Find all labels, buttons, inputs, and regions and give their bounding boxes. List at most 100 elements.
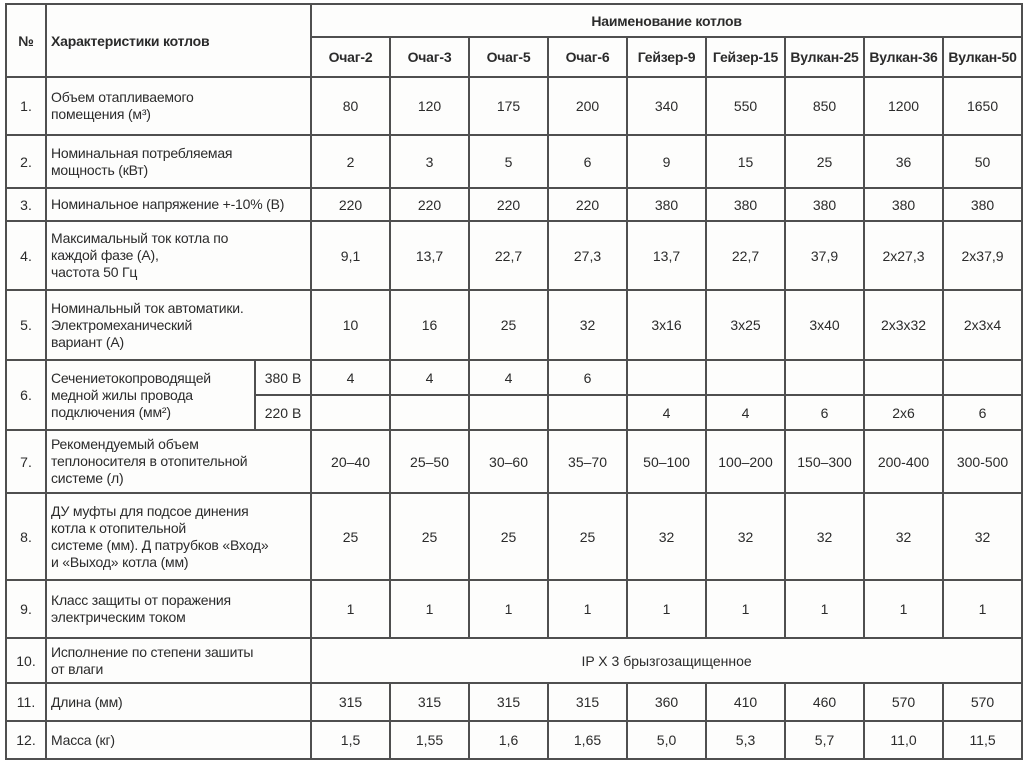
boiler-spec-table: № Характеристики котлов Наименование кот… — [5, 3, 1024, 760]
value-cell: 32 — [547, 289, 629, 361]
value-cell: 220 — [547, 187, 629, 222]
value-cell: 15 — [705, 134, 787, 189]
value-cell: 300-500 — [942, 429, 1024, 494]
value-cell: 460 — [784, 682, 866, 722]
header-row-group: № Характеристики котлов Наименование кот… — [5, 3, 1024, 78]
value-cell: 175 — [468, 76, 550, 136]
value-cell: 4 — [389, 359, 471, 396]
value-cell: 380 — [626, 187, 708, 222]
merged-value-cell: IP X 3 брызгозащищенное — [310, 637, 1024, 684]
value-cell: 570 — [863, 682, 945, 722]
table-row: 6. Сечениетокопроводящей медной жилы пров… — [5, 359, 1024, 431]
value-cell: 4 — [468, 359, 550, 396]
value-cell: 5,0 — [626, 720, 708, 760]
row-label: Длина (мм) — [44, 682, 313, 722]
table-row: 12. Масса (кг) 1,5 1,55 1,6 1,65 5,0 5,3 5,7 11,0… — [5, 720, 1024, 760]
value-cell: 380 — [863, 187, 945, 222]
value-cell: 9 — [626, 134, 708, 189]
value-cell: 2x3x4 — [942, 289, 1024, 361]
row-label: Номинальное напряжение +-10% (В) — [44, 187, 313, 222]
value-cell: 1,6 — [468, 720, 550, 760]
value-cell: 80 — [310, 76, 392, 136]
column-header-boiler-names-group: Наименование котлов — [310, 3, 1024, 38]
value-cell: 22,7 — [468, 220, 550, 291]
value-cell: 50–100 — [626, 429, 708, 494]
value-cell: 25 — [468, 289, 550, 361]
row-number: 10. — [5, 637, 47, 684]
row-number: 12. — [5, 720, 47, 760]
value-cell: 25 — [389, 492, 471, 581]
value-cell: 1 — [468, 579, 550, 639]
value-cell: 1,55 — [389, 720, 471, 760]
row-label: ДУ муфты для подсое динения котла к отоп… — [44, 492, 313, 581]
table-row: 11. Длина (мм) 315 315 315 315 360 410 460 570 570 — [5, 682, 1024, 722]
boiler-column-header: Вулкан-36 — [863, 36, 945, 78]
value-cell — [705, 359, 787, 396]
value-cell: 220 — [468, 187, 550, 222]
value-cell: 100–200 — [705, 429, 787, 494]
value-cell — [547, 394, 629, 431]
value-cell: 1 — [942, 579, 1024, 639]
value-cell: 6 — [942, 394, 1024, 431]
value-cell: 16 — [389, 289, 471, 361]
value-cell: 50 — [942, 134, 1024, 189]
row-number: 1. — [5, 76, 47, 136]
value-cell: 380 — [705, 187, 787, 222]
value-cell: 360 — [626, 682, 708, 722]
value-cell: 1200 — [863, 76, 945, 136]
value-cell — [942, 359, 1024, 396]
table-subrow: 220 В 4 4 6 2x6 6 — [6, 394, 1024, 431]
value-cell: 1 — [389, 579, 471, 639]
value-cell: 32 — [626, 492, 708, 581]
boiler-column-header: Вулкан-25 — [784, 36, 866, 78]
value-cell: 550 — [705, 76, 787, 136]
value-cell: 410 — [705, 682, 787, 722]
value-cell: 4 — [626, 394, 708, 431]
row-number: 3. — [5, 187, 47, 222]
value-cell: 25 — [547, 492, 629, 581]
value-cell: 150–300 — [784, 429, 866, 494]
boiler-column-header: Очаг-2 — [310, 36, 392, 78]
value-cell: 1,65 — [547, 720, 629, 760]
row-label: Объем отапливаемого помещения (м³) — [44, 76, 313, 136]
row-label: Сечениетокопроводящей медной жилы провод… — [45, 359, 256, 431]
row-number: 6. — [5, 359, 47, 431]
value-cell: 1 — [310, 579, 392, 639]
row-label: Максимальный ток котла по каждой фазе (А… — [44, 220, 313, 291]
value-cell: 1 — [547, 579, 629, 639]
value-cell: 2x6 — [863, 394, 945, 431]
row-label: Исполнение по степени зашиты от влаги — [44, 637, 313, 684]
value-cell: 4 — [310, 359, 392, 396]
table-row: 5. Номинальный ток автоматики. Электромех… — [5, 289, 1024, 361]
value-cell: 6 — [784, 394, 866, 431]
voltage-sublabel: 220 В — [253, 394, 313, 431]
value-cell: 2x3x32 — [863, 289, 945, 361]
table-row: 7. Рекомендуемый объем теплоносителя в от… — [5, 429, 1024, 494]
boiler-column-header: Гейзер-9 — [626, 36, 708, 78]
value-cell: 570 — [942, 682, 1024, 722]
boiler-column-header: Вулкан-50 — [942, 36, 1024, 78]
value-cell: 220 — [389, 187, 471, 222]
value-cell: 315 — [547, 682, 629, 722]
value-cell: 25–50 — [389, 429, 471, 494]
value-cell: 200-400 — [863, 429, 945, 494]
row-number: 5. — [5, 289, 47, 361]
value-cell: 11,0 — [863, 720, 945, 760]
value-cell: 1,5 — [310, 720, 392, 760]
value-cell: 1 — [626, 579, 708, 639]
value-cell: 120 — [389, 76, 471, 136]
value-cell: 315 — [468, 682, 550, 722]
value-cell: 2x27,3 — [863, 220, 945, 291]
value-cell: 25 — [310, 492, 392, 581]
value-cell: 32 — [705, 492, 787, 581]
value-cell: 2 — [310, 134, 392, 189]
value-cell: 25 — [468, 492, 550, 581]
row-number: 11. — [5, 682, 47, 722]
value-cell: 35–70 — [547, 429, 629, 494]
value-cell: 3x25 — [705, 289, 787, 361]
row-label: Рекомендуемый объем теплоносителя в отоп… — [44, 429, 313, 494]
row-label: Номинальная потребляемая мощность (кВт) — [44, 134, 313, 189]
value-cell: 5,7 — [784, 720, 866, 760]
table-row: 9. Класс защиты от поражения электрически… — [5, 579, 1024, 639]
value-cell: 3x40 — [784, 289, 866, 361]
